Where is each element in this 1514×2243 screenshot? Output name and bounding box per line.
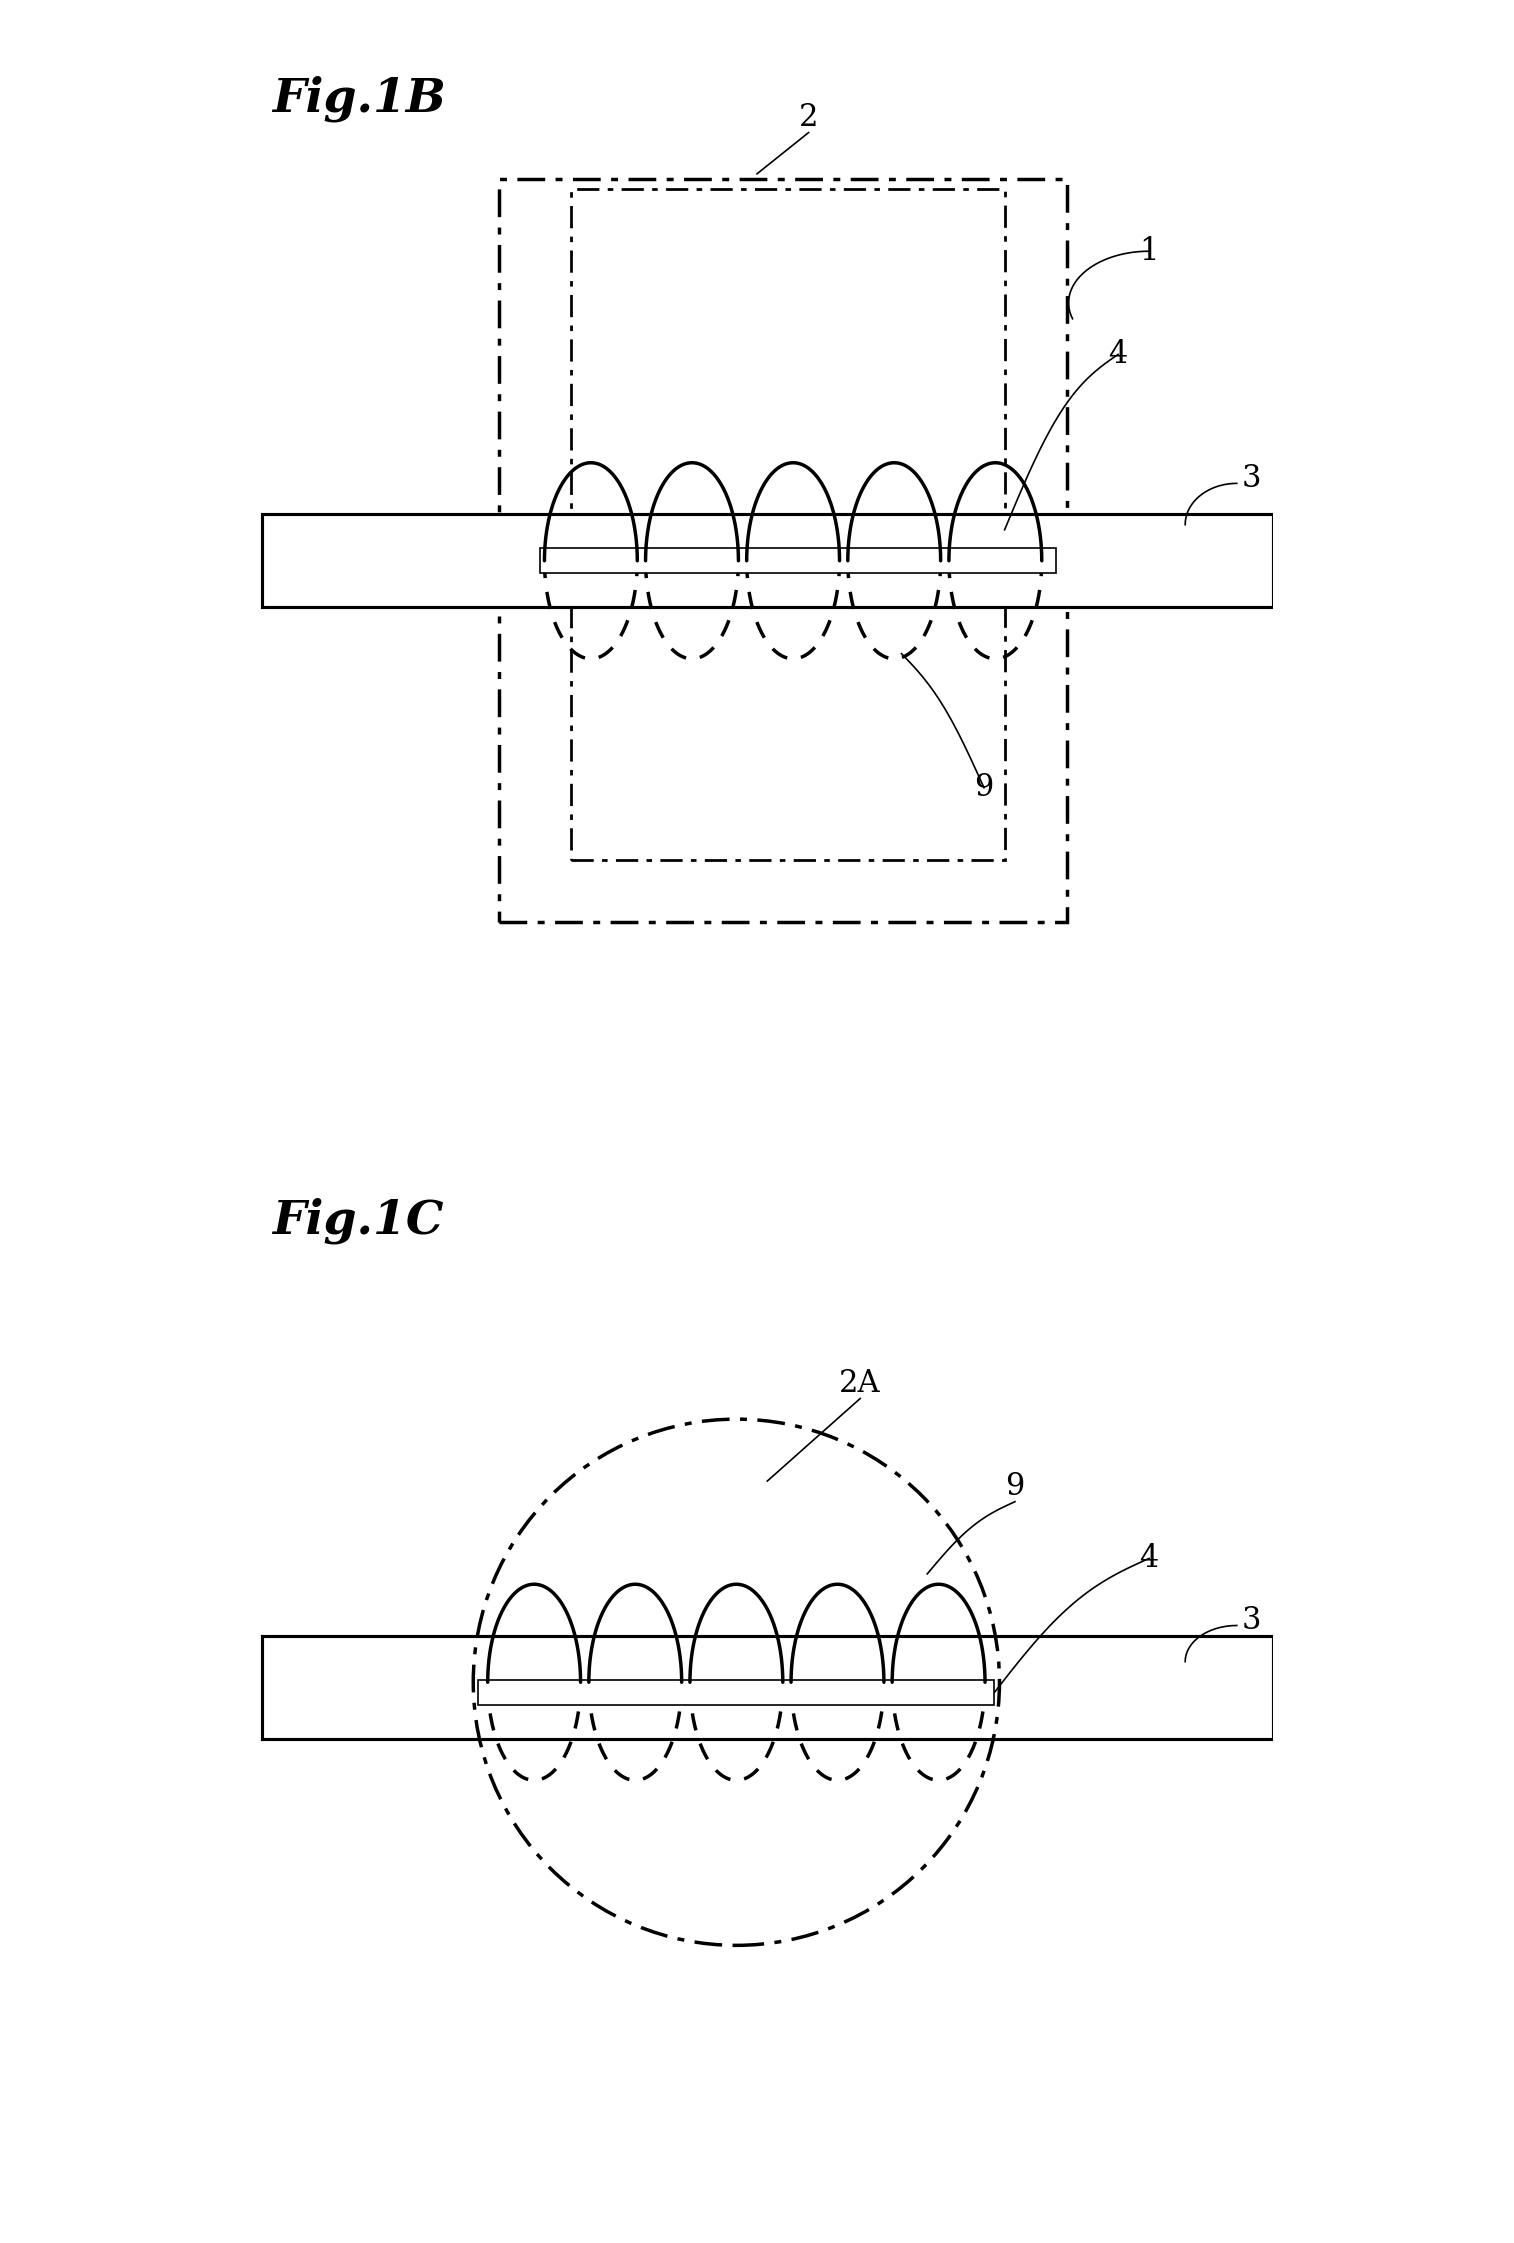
- Text: 3: 3: [1241, 462, 1261, 493]
- Text: Fig.1C: Fig.1C: [273, 1198, 444, 1245]
- Bar: [478, 1680, 995, 1705]
- Text: 9: 9: [1005, 1471, 1025, 1503]
- Text: 1: 1: [1140, 236, 1158, 267]
- Text: 4: 4: [1108, 339, 1128, 370]
- Bar: [262, 514, 1273, 608]
- Text: 3: 3: [1241, 1604, 1261, 1635]
- Bar: [500, 179, 1066, 922]
- Bar: [571, 188, 1005, 859]
- Text: 4: 4: [1140, 1543, 1158, 1575]
- Text: 2A: 2A: [839, 1368, 881, 1400]
- Text: 9: 9: [975, 772, 993, 803]
- Bar: [540, 547, 1057, 574]
- Text: 2: 2: [799, 101, 819, 132]
- Text: Fig.1B: Fig.1B: [273, 76, 445, 123]
- Bar: [262, 1635, 1273, 1738]
